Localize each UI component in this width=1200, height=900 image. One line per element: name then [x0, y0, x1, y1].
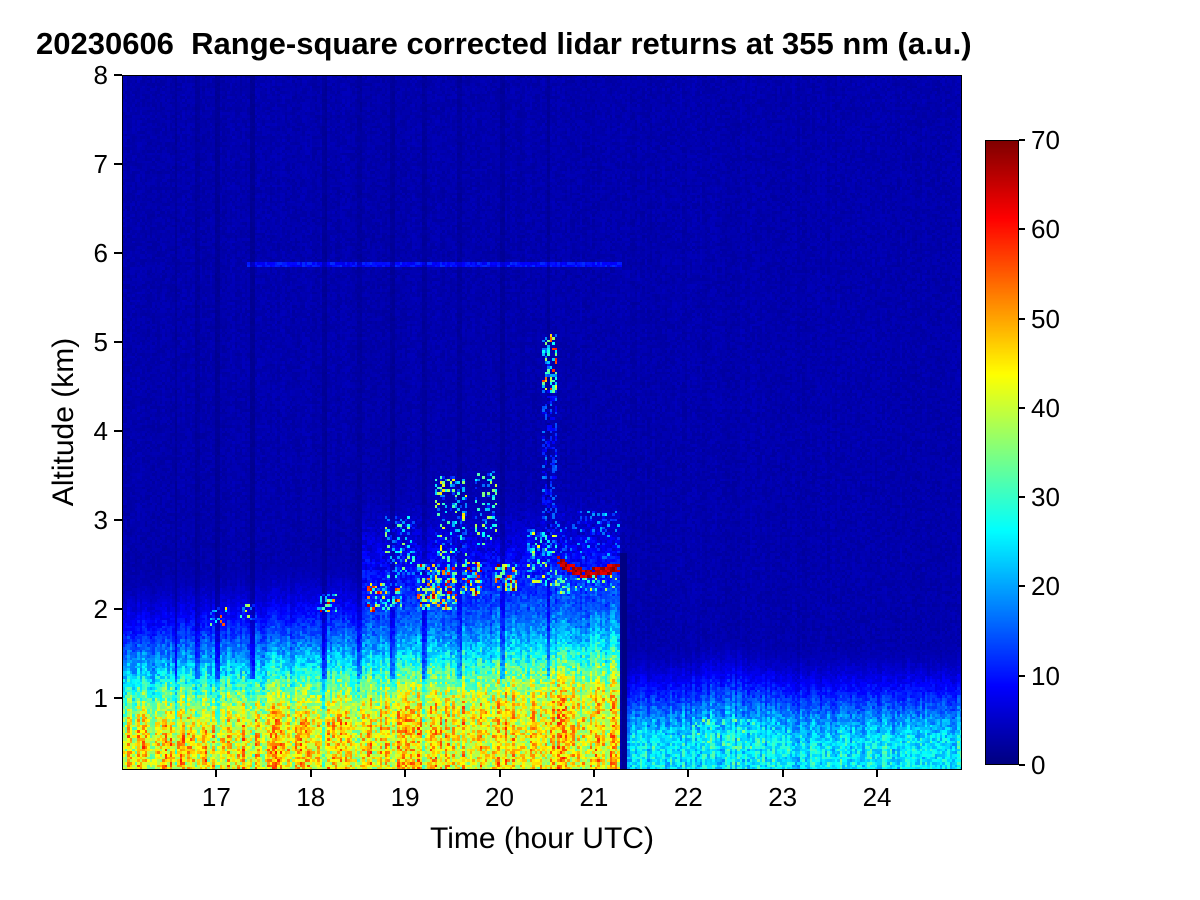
y-tick-label: 2 [93, 593, 108, 624]
colorbar-tick-label: 0 [1031, 750, 1046, 780]
y-tick-label: 3 [93, 504, 108, 535]
colorbar-tick-mark [1019, 585, 1025, 588]
y-tick-label: 8 [93, 60, 108, 90]
y-tick-mark [114, 340, 122, 343]
colorbar-tick-label: 40 [1031, 392, 1060, 423]
colorbar-tick-label: 30 [1031, 482, 1060, 513]
colorbar-tick-mark [1019, 496, 1025, 499]
colorbar-tick-mark [1019, 139, 1025, 141]
y-tick-label: 1 [93, 682, 108, 713]
x-tick-label: 18 [296, 782, 326, 812]
x-tick-mark [498, 770, 501, 777]
y-tick-mark [114, 162, 122, 165]
x-tick-label: 20 [485, 782, 514, 812]
x-tick-label: 22 [673, 782, 703, 812]
colorbar-tick-label: 50 [1031, 303, 1060, 334]
x-tick-label: 24 [862, 782, 892, 812]
y-tick-mark [114, 74, 122, 76]
colorbar-canvas [985, 140, 1019, 765]
x-tick-mark [215, 770, 218, 777]
x-tick-mark [876, 770, 879, 777]
colorbar-tick-label: 60 [1031, 214, 1060, 245]
y-tick-label: 5 [93, 326, 108, 357]
colorbar-tick-label: 10 [1031, 660, 1060, 691]
x-tick-label: 21 [579, 782, 609, 812]
y-tick-label: 6 [93, 237, 108, 268]
colorbar-tick-mark [1019, 228, 1025, 231]
x-tick-mark [309, 770, 312, 777]
colorbar-tick-mark [1019, 317, 1025, 320]
x-tick-mark [404, 770, 407, 777]
x-tick-label: 19 [390, 782, 420, 812]
chart-title: 20230606 Range-square corrected lidar re… [36, 26, 972, 61]
colorbar-tick-label: 70 [1031, 125, 1060, 155]
x-tick-mark [781, 770, 784, 777]
heatmap-canvas [122, 75, 962, 770]
y-tick-mark [114, 518, 122, 521]
y-tick-label: 7 [93, 148, 108, 179]
y-tick-mark [114, 429, 122, 432]
colorbar-tick-label: 20 [1031, 571, 1060, 602]
x-tick-label: 23 [768, 782, 798, 812]
y-tick-label: 4 [93, 415, 108, 446]
x-tick-label: 17 [201, 782, 231, 812]
colorbar-tick-mark [1019, 674, 1025, 677]
y-tick-mark [114, 251, 122, 254]
colorbar-tick-mark [1019, 764, 1025, 766]
x-tick-mark [592, 770, 595, 777]
y-tick-mark [114, 607, 122, 610]
colorbar-tick-mark [1019, 406, 1025, 409]
x-tick-mark [687, 770, 690, 777]
y-tick-mark [114, 696, 122, 699]
x-axis-label: Time (hour UTC) [430, 822, 654, 855]
